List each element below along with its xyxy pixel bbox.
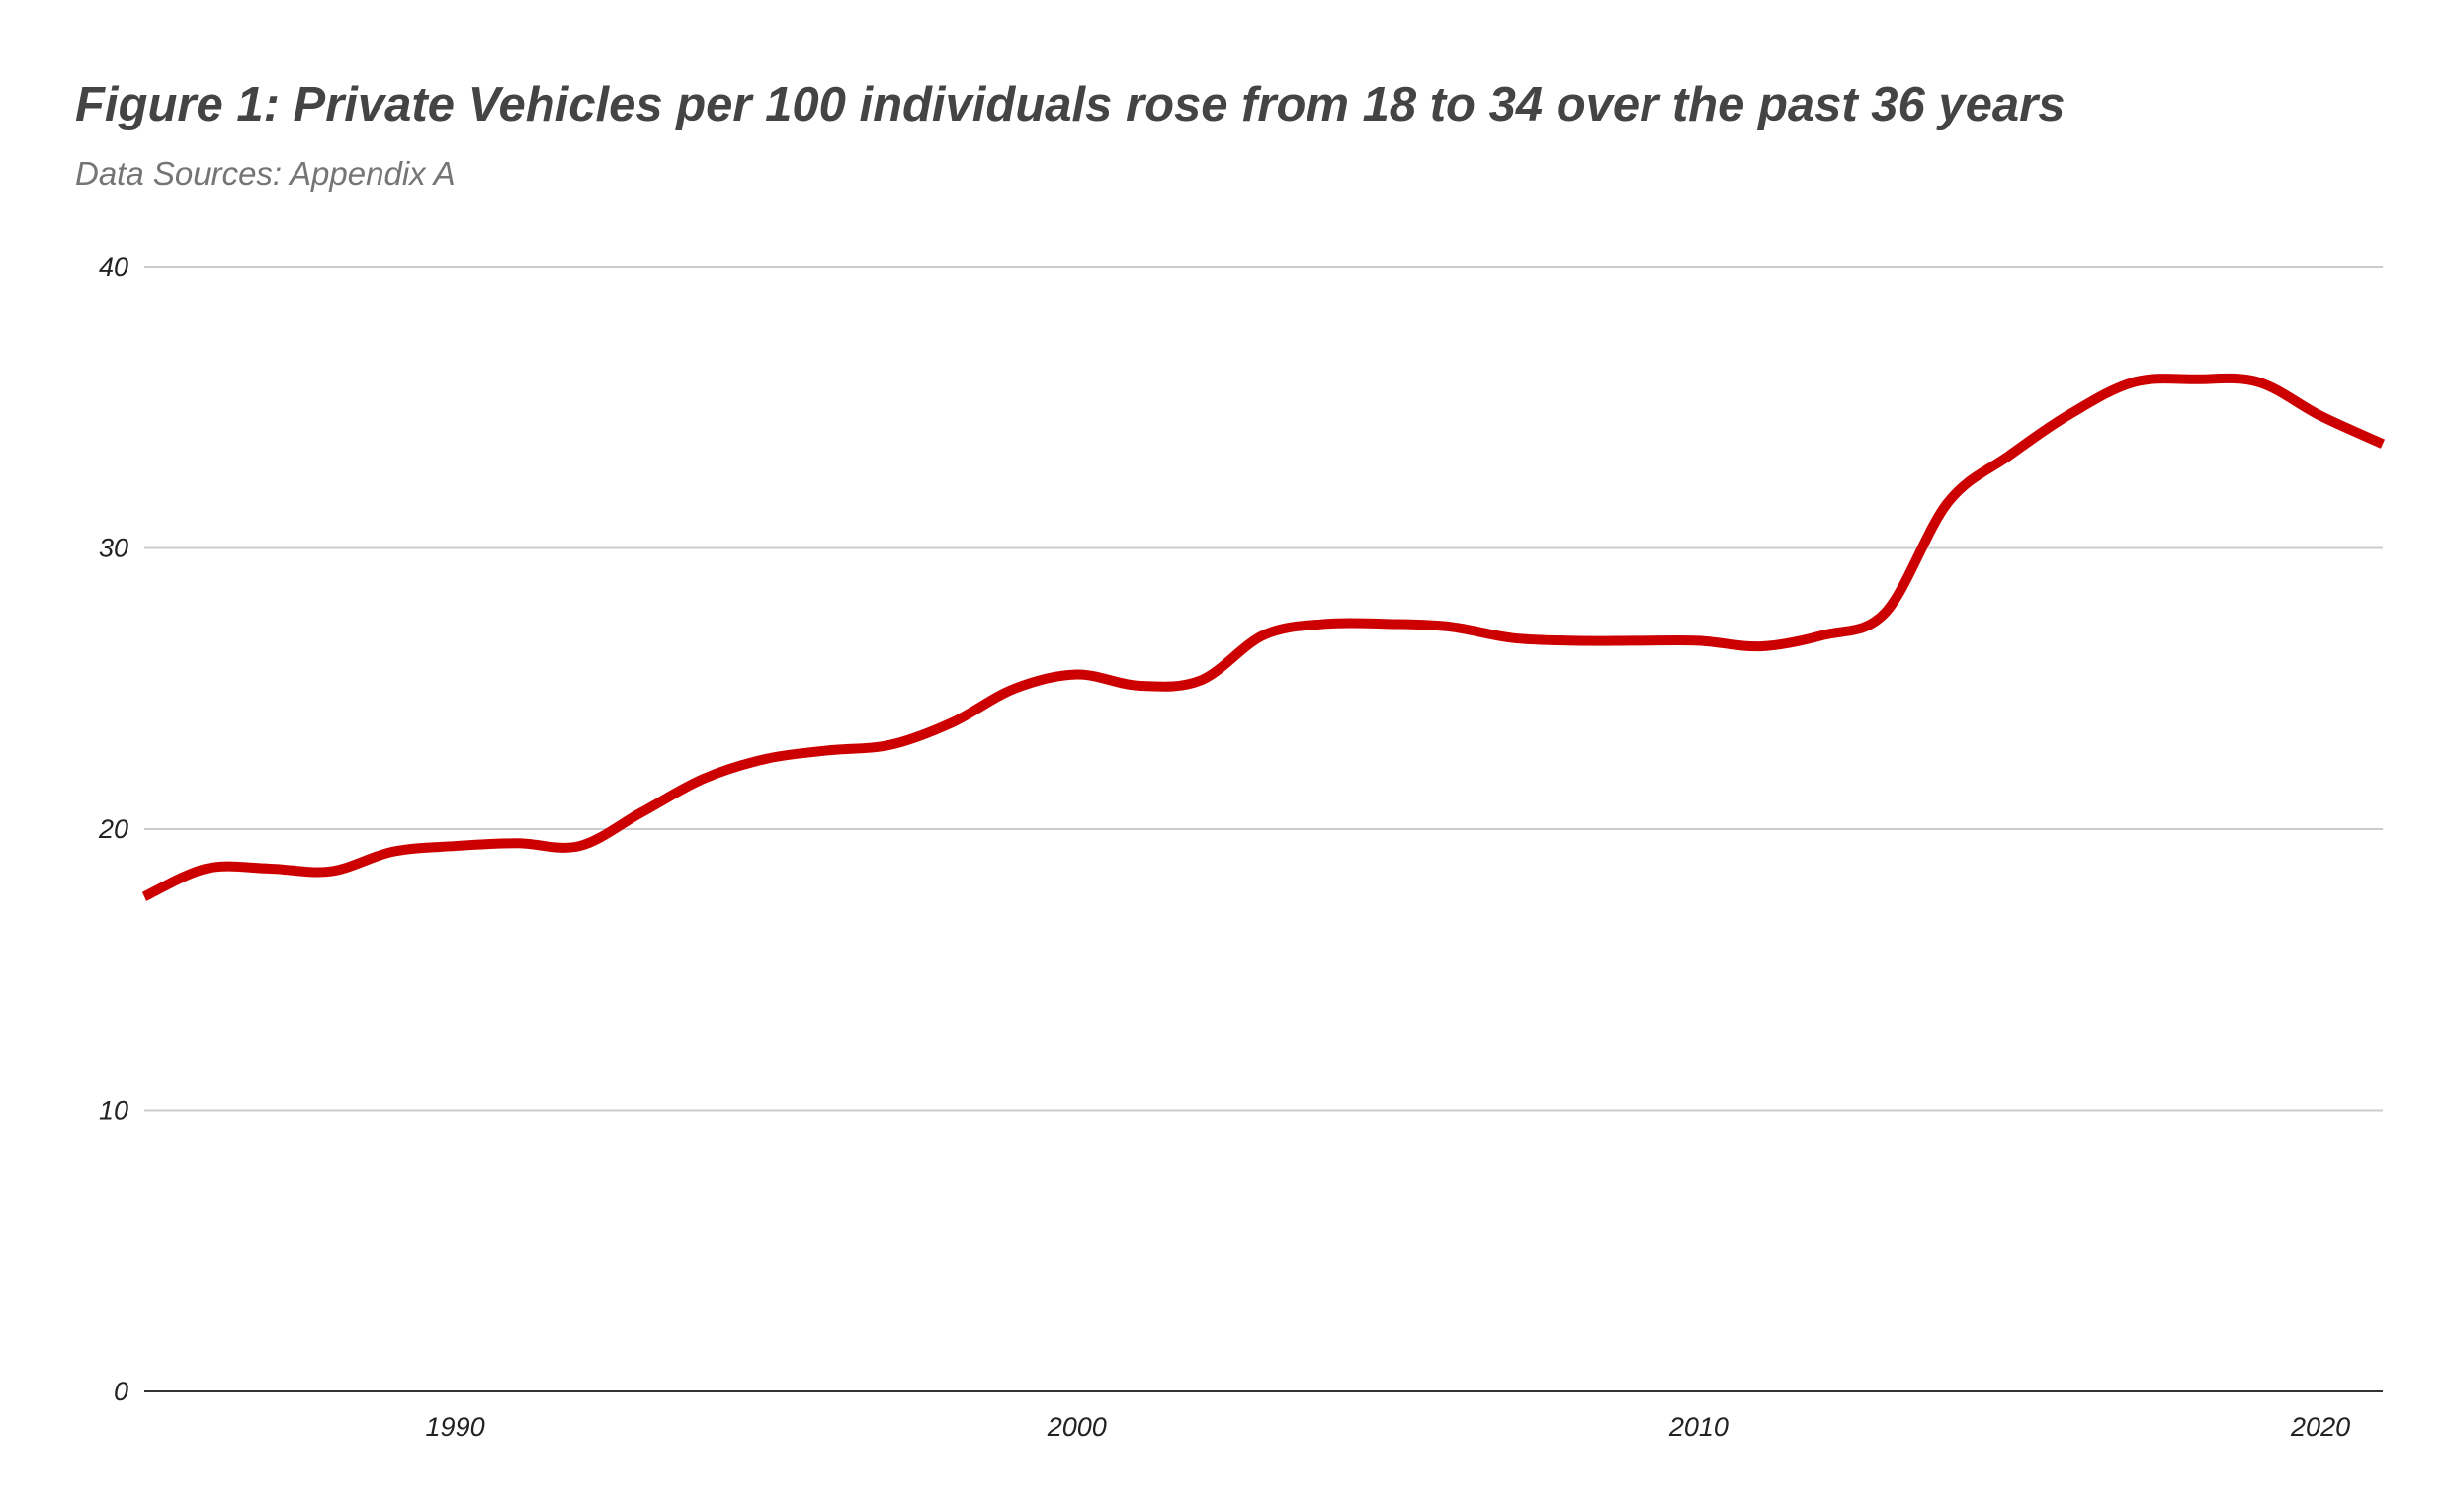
chart-title: Figure 1: Private Vehicles per 100 indiv… bbox=[75, 78, 2066, 131]
series-line bbox=[141, 373, 2386, 901]
x-tick-label: 2020 bbox=[2290, 1412, 2350, 1442]
y-tick-label: 0 bbox=[114, 1377, 128, 1406]
y-tick-label: 10 bbox=[99, 1096, 128, 1126]
y-tick-label: 30 bbox=[99, 534, 128, 563]
y-tick-label: 20 bbox=[98, 814, 128, 844]
chart-subtitle: Data Sources: Appendix A bbox=[75, 155, 456, 192]
x-tick-label: 2010 bbox=[1668, 1412, 1729, 1442]
x-tick-label: 1990 bbox=[426, 1412, 485, 1442]
x-tick-label: 2000 bbox=[1047, 1412, 1107, 1442]
y-tick-label: 40 bbox=[99, 252, 128, 282]
